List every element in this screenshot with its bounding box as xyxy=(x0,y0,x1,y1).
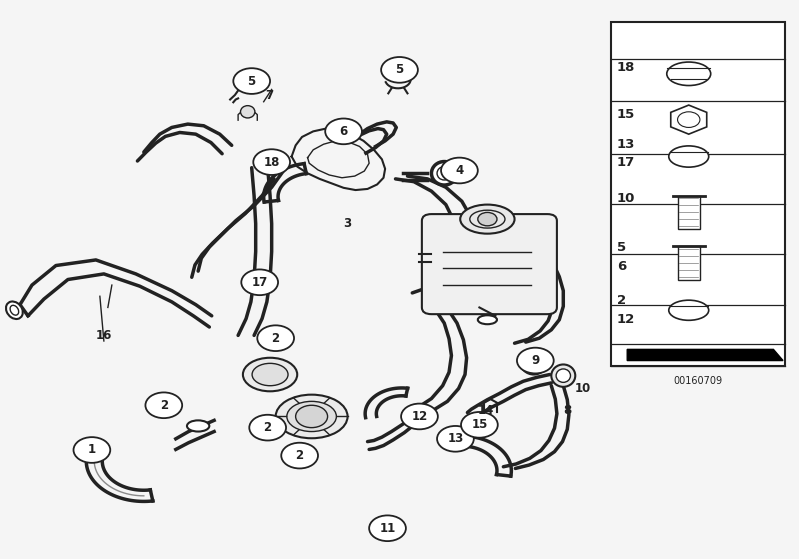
Text: 12: 12 xyxy=(411,410,427,423)
Circle shape xyxy=(461,412,498,438)
Ellipse shape xyxy=(478,315,497,324)
Text: 5: 5 xyxy=(248,74,256,88)
Text: 3: 3 xyxy=(344,217,352,230)
Text: 13: 13 xyxy=(447,432,463,446)
Text: 5: 5 xyxy=(617,240,626,254)
Ellipse shape xyxy=(460,205,515,234)
Circle shape xyxy=(401,404,438,429)
Circle shape xyxy=(678,112,700,127)
Polygon shape xyxy=(627,349,783,361)
Ellipse shape xyxy=(187,420,209,432)
Bar xyxy=(678,196,700,229)
Ellipse shape xyxy=(470,210,505,228)
Ellipse shape xyxy=(252,363,288,386)
Circle shape xyxy=(478,212,497,226)
Text: 14: 14 xyxy=(478,404,494,418)
Circle shape xyxy=(253,149,290,175)
Text: 18: 18 xyxy=(264,155,280,169)
Ellipse shape xyxy=(551,364,575,387)
Text: 2: 2 xyxy=(617,294,626,307)
Ellipse shape xyxy=(666,62,711,86)
Text: 2: 2 xyxy=(264,421,272,434)
Text: 15: 15 xyxy=(617,108,635,121)
Text: 17: 17 xyxy=(617,155,635,169)
Circle shape xyxy=(145,392,182,418)
Text: 17: 17 xyxy=(252,276,268,289)
Text: 00160709: 00160709 xyxy=(674,376,723,386)
Ellipse shape xyxy=(10,305,18,315)
Circle shape xyxy=(249,415,286,440)
Circle shape xyxy=(74,437,110,463)
Text: 6: 6 xyxy=(340,125,348,138)
Text: 2: 2 xyxy=(160,399,168,412)
FancyBboxPatch shape xyxy=(422,214,557,314)
Circle shape xyxy=(296,405,328,428)
Text: 11: 11 xyxy=(380,522,396,535)
Ellipse shape xyxy=(6,301,23,319)
Text: 4: 4 xyxy=(455,164,463,177)
Bar xyxy=(678,246,700,280)
Text: 2: 2 xyxy=(296,449,304,462)
Circle shape xyxy=(257,325,294,351)
Text: 8: 8 xyxy=(563,404,571,418)
Circle shape xyxy=(381,57,418,83)
Text: 2: 2 xyxy=(272,331,280,345)
Text: 5: 5 xyxy=(396,63,403,77)
Text: 12: 12 xyxy=(617,313,635,326)
Circle shape xyxy=(441,158,478,183)
Ellipse shape xyxy=(276,395,348,438)
Circle shape xyxy=(369,515,406,541)
Ellipse shape xyxy=(250,276,274,287)
Circle shape xyxy=(517,348,554,373)
Ellipse shape xyxy=(469,417,488,427)
Ellipse shape xyxy=(520,349,547,375)
Text: 10: 10 xyxy=(617,192,635,205)
Circle shape xyxy=(437,426,474,452)
Text: 6: 6 xyxy=(617,259,626,273)
Bar xyxy=(611,22,785,366)
Text: 9: 9 xyxy=(531,354,539,367)
Ellipse shape xyxy=(526,353,542,370)
Text: 16: 16 xyxy=(96,329,112,342)
Ellipse shape xyxy=(447,430,468,440)
Circle shape xyxy=(233,68,270,94)
Text: 1: 1 xyxy=(88,443,96,457)
Text: 18: 18 xyxy=(617,60,635,74)
Ellipse shape xyxy=(240,106,255,118)
Ellipse shape xyxy=(431,162,457,185)
Text: 13: 13 xyxy=(617,138,635,151)
Ellipse shape xyxy=(243,358,297,391)
Ellipse shape xyxy=(669,146,709,167)
Text: 7: 7 xyxy=(265,88,273,102)
Ellipse shape xyxy=(287,401,336,432)
Text: 10: 10 xyxy=(575,382,591,395)
Ellipse shape xyxy=(556,369,570,382)
Ellipse shape xyxy=(669,300,709,320)
Circle shape xyxy=(241,269,278,295)
Ellipse shape xyxy=(437,167,451,180)
Circle shape xyxy=(281,443,318,468)
Circle shape xyxy=(325,119,362,144)
Text: 15: 15 xyxy=(471,418,487,432)
Ellipse shape xyxy=(260,156,284,168)
